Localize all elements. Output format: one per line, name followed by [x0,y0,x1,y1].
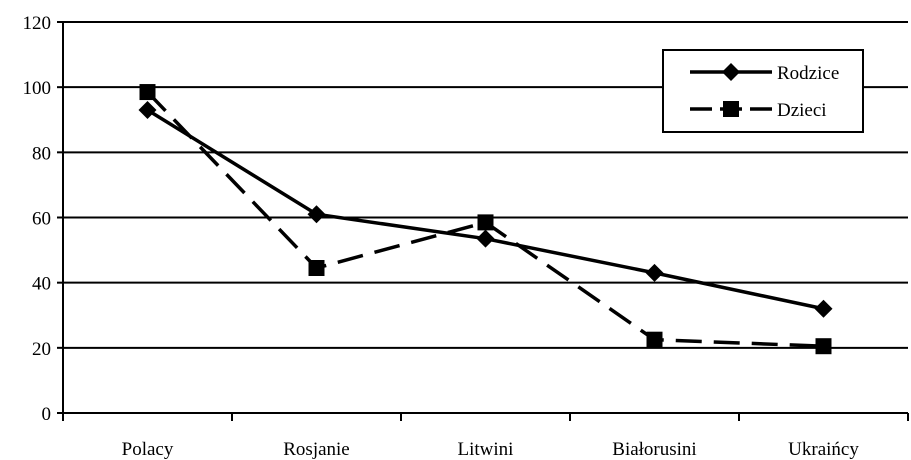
data-point [646,331,663,348]
data-point [814,299,833,318]
legend-items: Rodzice Dzieci [690,63,839,121]
legend-item: Dzieci [690,100,827,121]
x-category-label: Polacy [122,439,174,460]
y-tick-label: 40 [32,274,51,295]
data-point [307,205,326,224]
x-axis: Polacy Rosjanie Litwini Białorusini Ukraińcy [62,412,909,460]
x-category-label: Litwini [458,439,514,460]
series-1 [139,84,832,355]
y-axis: 0 20 40 60 80 100 120 [23,13,64,425]
y-tick-label: 120 [23,13,52,34]
legend-marker [722,63,740,81]
data-point [139,84,156,101]
y-tick-label: 80 [32,143,51,164]
legend-item: Rodzice [690,63,839,84]
legend: Rodzice Dzieci [662,49,864,133]
y-tick-label: 0 [42,404,52,425]
data-point [308,260,325,277]
legend-marker [723,101,739,117]
x-category-label: Białorusini [612,439,696,460]
series-0 [138,100,833,318]
legend-box [662,49,864,133]
data-point [815,338,832,355]
data-point [476,229,495,248]
y-tick-label: 100 [23,78,52,99]
legend-label: Rodzice [777,63,839,84]
y-tick-label: 20 [32,339,51,360]
y-tick-label: 60 [32,209,51,230]
series-line [146,108,824,311]
data-point [477,214,494,231]
series-layer [138,84,833,355]
data-point [138,100,157,119]
x-category-label: Rosjanie [283,439,350,460]
x-category-label: Ukraińcy [788,439,859,460]
data-point [645,263,664,282]
legend-label: Dzieci [777,100,827,121]
